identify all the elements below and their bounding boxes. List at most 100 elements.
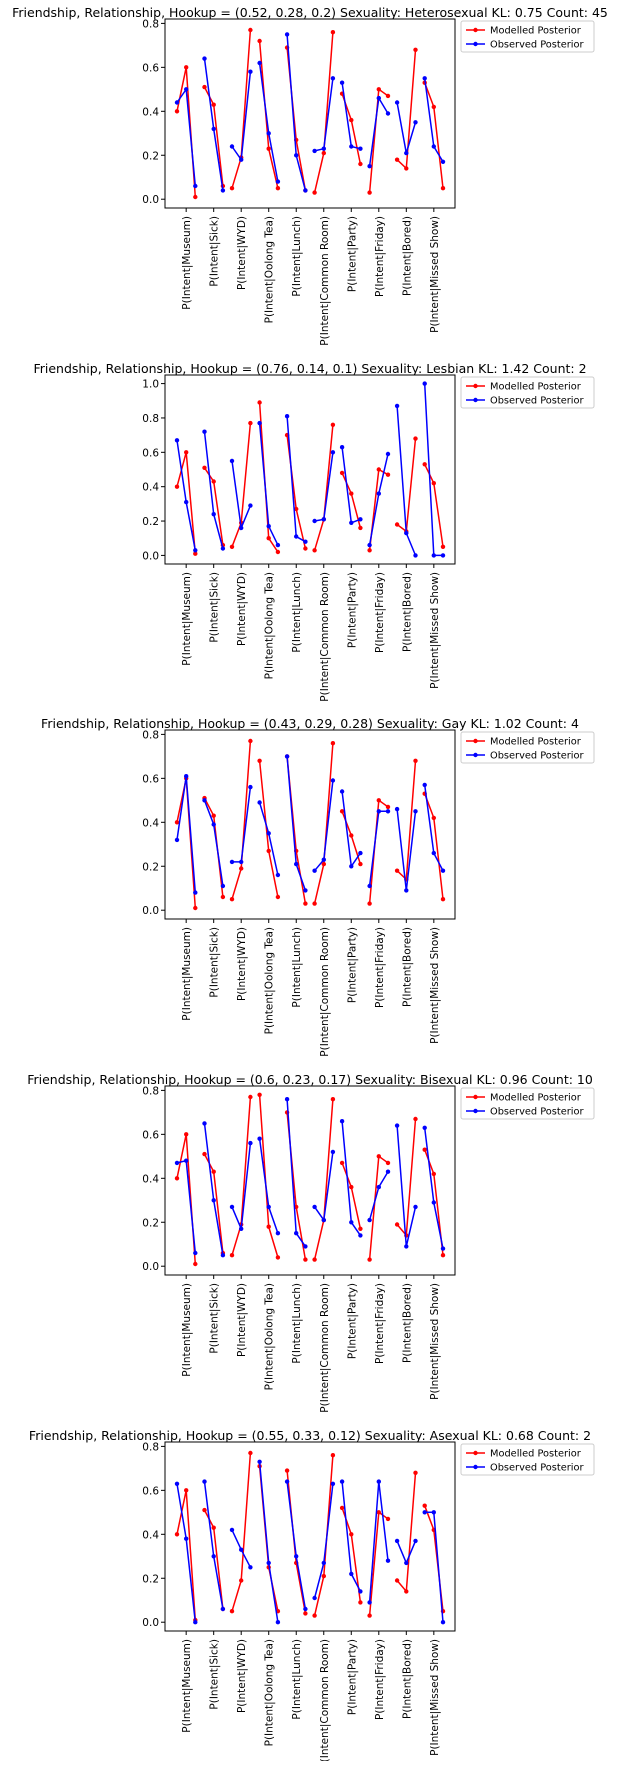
chart-panel-3: Friendship, Relationship, Hookup = (0.43…	[41, 716, 595, 1057]
legend-box	[460, 1087, 595, 1120]
data-point	[211, 102, 216, 107]
data-point	[321, 861, 326, 867]
series-line-segment	[231, 1096, 252, 1256]
legend-observed-label: Observed Posterior	[490, 1463, 585, 1474]
series-line-segment	[203, 1123, 224, 1256]
axes-frame	[164, 374, 456, 565]
x-tick-label: P(Intent|Party)	[346, 572, 358, 648]
data-point	[220, 1606, 226, 1612]
data-point	[394, 100, 400, 105]
data-point	[174, 837, 180, 843]
data-point	[358, 1233, 363, 1238]
x-tick-label: P(Intent|Sick)	[209, 927, 221, 998]
data-point	[312, 148, 317, 154]
series-line-segment	[231, 1452, 252, 1612]
series-line-segment	[176, 1483, 197, 1623]
data-point	[248, 1140, 253, 1146]
chart-panel-2: Friendship, Relationship, Hookup = (0.76…	[33, 361, 595, 702]
observed-series	[174, 381, 446, 558]
data-point	[239, 1226, 244, 1232]
data-point	[184, 1488, 189, 1493]
data-point	[376, 1184, 381, 1190]
data-point	[303, 1611, 308, 1616]
data-point	[220, 546, 226, 551]
data-point	[330, 76, 336, 81]
data-point	[193, 1261, 198, 1267]
series-line-segment	[258, 802, 279, 876]
data-point	[349, 144, 354, 149]
data-point	[275, 549, 281, 555]
data-point	[284, 1479, 290, 1484]
data-point	[422, 1125, 427, 1131]
data-point	[229, 458, 235, 464]
y-tick-label: 0.6	[142, 1129, 159, 1141]
data-point	[202, 1479, 207, 1484]
data-point	[174, 1481, 180, 1487]
data-point	[303, 1257, 308, 1262]
data-point	[330, 450, 336, 455]
x-tick-label: P(Intent|Lunch)	[291, 1283, 303, 1364]
data-point	[349, 491, 354, 496]
data-point	[266, 831, 271, 836]
legend-modelled-marker	[473, 27, 478, 33]
data-point	[174, 820, 180, 825]
data-point	[321, 1573, 326, 1579]
data-point	[174, 1532, 180, 1537]
y-tick-label: 1.0	[142, 379, 159, 391]
series-line-segment	[231, 29, 252, 189]
data-point	[376, 1479, 381, 1484]
data-point	[174, 1176, 180, 1181]
data-point	[239, 859, 244, 865]
legend-observed-label: Observed Posterior	[490, 396, 585, 407]
data-point	[321, 1560, 326, 1566]
y-tick-label: 0.8	[142, 18, 159, 30]
x-tick-label: P(Intent|Missed Show)	[429, 927, 441, 1044]
data-point	[440, 186, 446, 191]
data-point	[193, 1250, 198, 1256]
data-point	[184, 65, 189, 70]
data-point	[220, 883, 226, 889]
data-point	[193, 183, 198, 189]
data-point	[284, 1097, 290, 1102]
data-point	[431, 553, 436, 558]
observed-series	[174, 1459, 446, 1625]
legend-observed-marker	[473, 397, 478, 403]
data-point	[440, 553, 446, 558]
observed-series	[174, 32, 446, 193]
data-point	[193, 548, 198, 553]
series-line-segment	[176, 1134, 197, 1265]
observed-series	[174, 1097, 446, 1258]
data-point	[339, 809, 345, 814]
data-point	[367, 1257, 372, 1262]
data-point	[394, 868, 400, 873]
data-point	[330, 1149, 336, 1155]
series-line-segment	[313, 1455, 334, 1616]
data-point	[184, 1158, 189, 1163]
data-point	[211, 813, 216, 818]
data-point	[367, 901, 372, 906]
data-point	[367, 164, 372, 169]
series-line-segment	[203, 1481, 224, 1610]
data-point	[229, 186, 235, 191]
data-point	[440, 1246, 446, 1251]
data-point	[404, 530, 409, 536]
data-point	[284, 1468, 290, 1473]
data-point	[229, 897, 235, 902]
data-point	[303, 1606, 308, 1612]
data-point	[413, 120, 418, 125]
data-point	[321, 1217, 326, 1223]
data-point	[339, 1505, 345, 1511]
data-point	[257, 1136, 262, 1141]
chart-panel-5: Friendship, Relationship, Hookup = (0.55…	[29, 1428, 595, 1765]
y-tick-label: 0.8	[142, 729, 159, 741]
x-tick-label: P(Intent|Museum)	[181, 1283, 193, 1377]
data-point	[413, 1470, 418, 1476]
data-point	[367, 1217, 372, 1223]
x-tick-label: P(Intent|Common Room)	[319, 927, 331, 1057]
data-point	[303, 888, 308, 893]
data-point	[431, 1171, 436, 1177]
data-point	[367, 883, 372, 889]
x-tick-label: P(Intent|Party)	[346, 216, 358, 292]
data-point	[394, 1538, 400, 1544]
